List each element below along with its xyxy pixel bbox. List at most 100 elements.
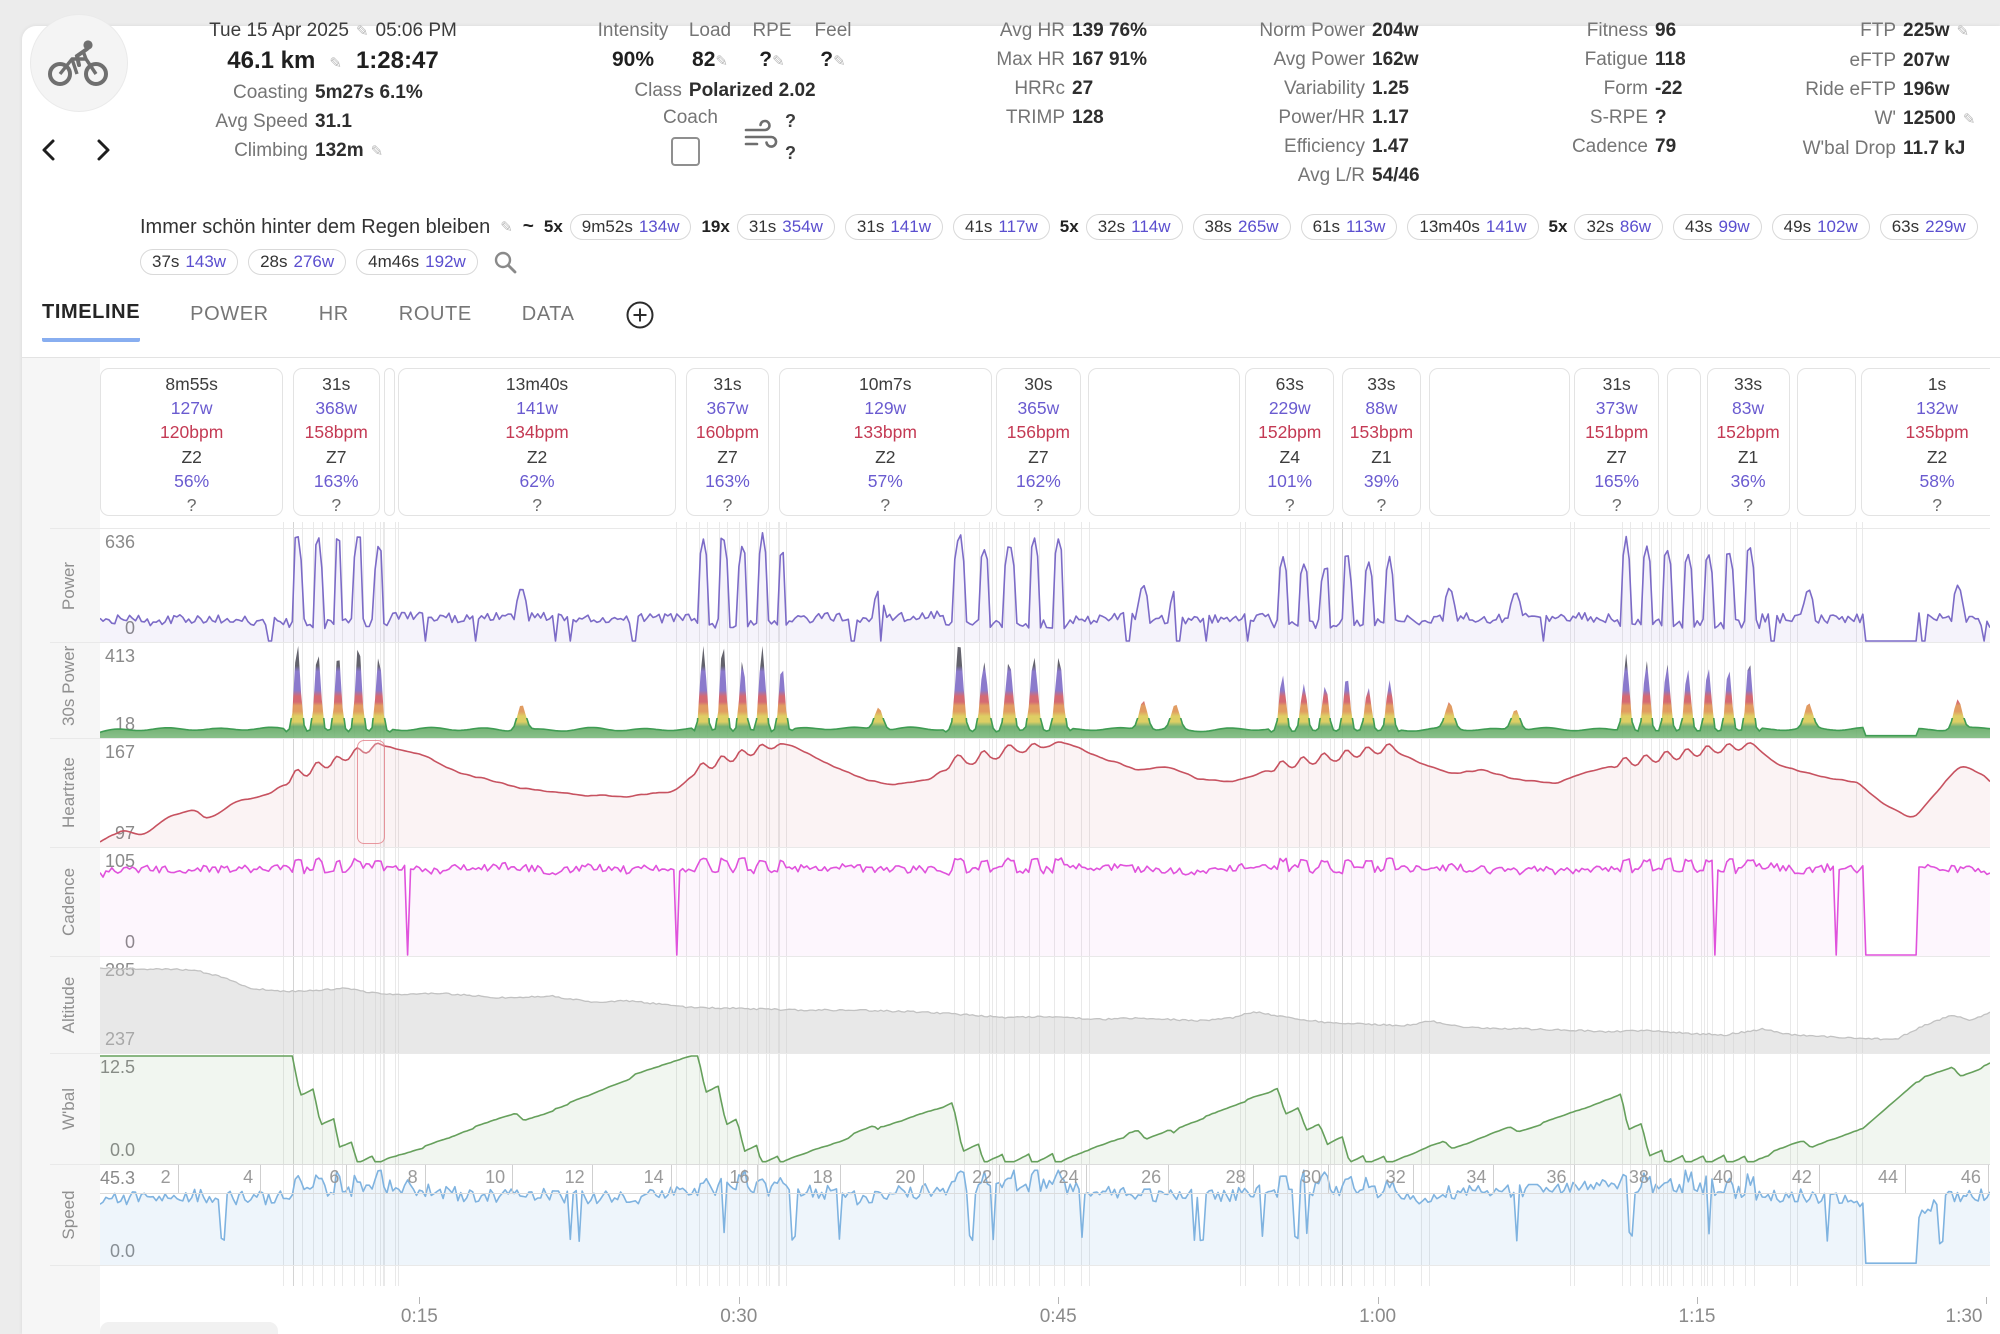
time-tick-label: 1:15 <box>1678 1306 1716 1327</box>
distance-tick-label: 2 <box>160 1167 171 1187</box>
interval-card[interactable]: 1s 132w 135bpm Z2 58%? <box>1861 368 1990 516</box>
distance-tick-label: 24 <box>1058 1167 1079 1187</box>
edit-distance-icon[interactable]: ✎ <box>329 55 342 72</box>
edit-date-icon[interactable]: ✎ <box>355 23 369 40</box>
p30-chart[interactable] <box>100 643 1990 738</box>
tab-hr[interactable]: HR <box>318 302 349 325</box>
interval-chip[interactable]: 32s 86w <box>1574 214 1664 240</box>
hr-metric-value: 27 <box>1072 78 1094 99</box>
intervals-label: INTERVALS <box>122 1332 229 1334</box>
cadence-chart[interactable] <box>100 848 1990 956</box>
interval-card[interactable]: 33s 88w 153bpm Z1 39%? <box>1341 368 1422 516</box>
activity-date[interactable]: Tue 15 Apr 2025 <box>209 20 349 41</box>
interval-chip[interactable]: 31s 354w <box>736 214 835 240</box>
interval-chip[interactable]: 41s 117w <box>952 214 1050 240</box>
fitness-metric-row: S-RPE? <box>1548 103 1733 132</box>
power-metric-row: Avg L/R 54/46 <box>1235 161 1475 190</box>
coach-label: Coach <box>663 107 718 128</box>
card-duration: 30s <box>1024 374 1053 394</box>
wbal-top-tick: 12.5 <box>75 1057 135 1078</box>
interval-card-blank[interactable] <box>1088 368 1240 516</box>
interval-card[interactable]: 10m7s 129w 133bpm Z2 57%? <box>778 368 993 516</box>
hr-metric-label: Avg HR <box>999 20 1065 41</box>
card-power: 365w <box>1017 398 1060 419</box>
edit-ftp-metric-icon[interactable]: ✎ <box>1956 23 1970 40</box>
interval-chip[interactable]: 13m40s 141w <box>1407 214 1539 240</box>
edit-summary-icon[interactable]: ✎ <box>370 143 384 160</box>
distance-tick-label: 22 <box>972 1167 993 1187</box>
speed-chart[interactable] <box>100 1165 1990 1265</box>
intensity-column: Intensity Load RPE Feel 90% 82✎ ?✎ ?✎ Class Po… <box>575 16 875 169</box>
time-axis: 0:15 0:30 0:45 1:00 1:15 1:30 <box>100 1297 1990 1334</box>
chip-watts: 141w <box>1485 217 1527 236</box>
interval-chip[interactable]: 38s 265w <box>1192 214 1291 240</box>
intervals-panel-toggle[interactable]: INTERVALS ▲ <box>100 1322 278 1334</box>
interval-card-blank[interactable] <box>1666 368 1701 516</box>
tab-power[interactable]: POWER <box>190 302 269 325</box>
interval-chip[interactable]: 32s 114w <box>1085 214 1183 240</box>
activity-title[interactable]: Immer schön hinter dem Regen bleiben <box>140 215 491 238</box>
chip-duration: 41s <box>964 217 993 236</box>
altitude-chart[interactable] <box>100 957 1990 1053</box>
interval-card[interactable]: 8m55s 127w 120bpm Z2 56%? <box>100 368 284 516</box>
card-duration: 31s <box>1602 374 1631 394</box>
selected-interval-box[interactable] <box>357 740 386 844</box>
distance-tick <box>512 1165 514 1193</box>
interval-card[interactable]: 31s 367w 160bpm Z7 163%? <box>685 368 770 516</box>
card-power: 368w <box>315 398 358 419</box>
cyclist-icon <box>48 40 108 86</box>
wbal-chart[interactable] <box>100 1054 1990 1164</box>
interval-chip[interactable]: 43s 99w <box>1673 214 1762 240</box>
interval-card[interactable]: 31s 368w 158bpm Z7 163%? <box>292 368 380 516</box>
interval-card[interactable]: 13m40s 141w 134bpm Z2 62%? <box>397 368 677 516</box>
interval-card-blank[interactable] <box>1428 368 1571 516</box>
chip-duration: 37s <box>152 252 180 271</box>
hr-metric-value: 167 91% <box>1072 49 1148 70</box>
interval-chip[interactable]: 31s 141w <box>844 214 943 240</box>
edit-metric-icon[interactable]: ✎ <box>772 53 785 70</box>
hr-chart[interactable] <box>100 739 1990 847</box>
interval-chip[interactable]: 49s 102w <box>1771 214 1870 240</box>
edit-title-icon[interactable]: ✎ <box>500 219 513 236</box>
next-activity-button[interactable] <box>92 138 114 162</box>
interval-card[interactable]: 30s 365w 156bpm Z7 162%? <box>995 368 1081 516</box>
card-intensity-pct: 56% <box>174 470 210 491</box>
add-tab-icon[interactable] <box>625 300 655 330</box>
card-power: 132w <box>1916 398 1958 419</box>
interval-chip[interactable]: 4m46s 192w <box>356 249 478 275</box>
edit-metric-icon[interactable]: ✎ <box>833 53 846 70</box>
interval-card[interactable]: 63s 229w 152bpm Z4 101%? <box>1245 368 1335 516</box>
interval-chip[interactable]: 63s 229w <box>1879 214 1978 240</box>
card-duration: 33s <box>1733 374 1763 394</box>
activity-type-avatar[interactable] <box>30 14 128 112</box>
coach-checkbox[interactable] <box>671 137 700 166</box>
distance-tick-label: 32 <box>1385 1167 1406 1187</box>
card-duration: 31s <box>713 374 742 394</box>
ftp-metric-row: W' 12500 ✎ <box>1768 104 1990 134</box>
interval-card[interactable]: 33s 83w 152bpm Z1 36%? <box>1706 368 1790 516</box>
intensity-metric-text: ? <box>820 48 834 71</box>
power-chart[interactable] <box>100 529 1990 642</box>
interval-card-blank[interactable] <box>1797 368 1856 516</box>
interval-chip[interactable]: 61s 113w <box>1300 214 1398 240</box>
wbal-chart-band: W'bal 12.5 0.0 <box>50 1054 1990 1165</box>
interval-chip[interactable]: 37s 143w <box>140 249 239 275</box>
fitness-column: Fitness 96 Fatigue 118 Form -22 S-RPE? Cadence 7… <box>1548 16 1733 161</box>
search-icon[interactable] <box>492 249 518 275</box>
tab-timeline[interactable]: TIMELINE <box>42 301 141 342</box>
wind-icon[interactable] <box>743 119 779 153</box>
edit-ftp-metric-icon[interactable]: ✎ <box>1962 111 1976 128</box>
prev-activity-button[interactable] <box>38 138 60 162</box>
fitness-metric-value: 79 <box>1655 136 1677 157</box>
interval-chip[interactable]: 9m52s 134w <box>569 214 692 240</box>
tab-route[interactable]: ROUTE <box>398 302 472 325</box>
interval-card[interactable]: 31s 373w 151bpm Z7 165%? <box>1574 368 1660 516</box>
tab-data[interactable]: DATA <box>521 302 575 325</box>
card-duration: 13m40s <box>505 374 569 394</box>
distance-tick <box>1818 1165 1820 1193</box>
interval-card-blank[interactable] <box>383 368 395 516</box>
cadence-bottom-tick: 0 <box>75 932 135 953</box>
edit-metric-icon[interactable]: ✎ <box>715 53 728 70</box>
time-tick <box>1058 1297 1060 1304</box>
interval-chip[interactable]: 28s 276w <box>248 249 347 275</box>
